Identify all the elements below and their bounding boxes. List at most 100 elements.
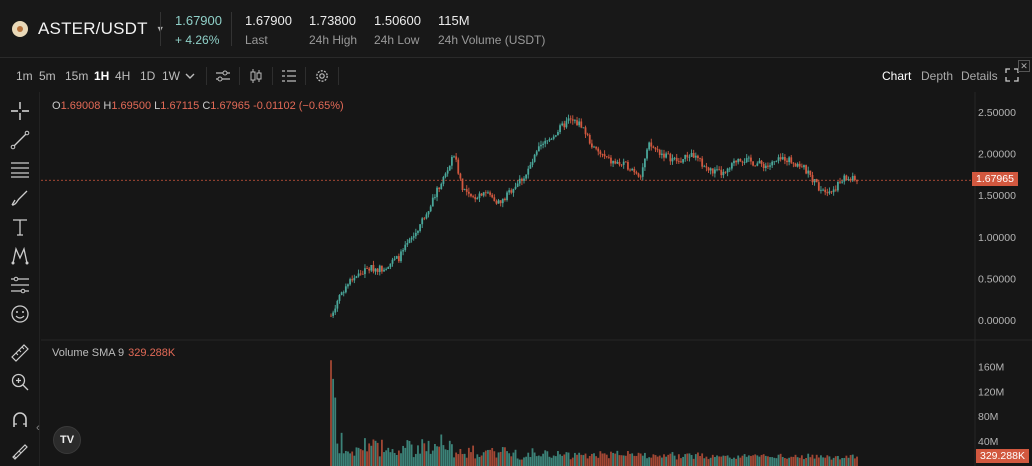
pattern-icon[interactable]	[10, 246, 30, 266]
magnet-icon[interactable]	[10, 410, 30, 430]
timeframe-4h[interactable]: 4H	[115, 69, 131, 83]
candle-body	[843, 175, 846, 182]
candle-body	[605, 156, 608, 158]
brush-icon[interactable]	[10, 188, 30, 208]
candle-body	[656, 149, 659, 151]
chart-area[interactable]: 2.50000 2.00000 1.50000 1.00000 0.50000 0.000…	[41, 92, 1032, 466]
candlestick-chart[interactable]: 2.50000 2.00000 1.50000 1.00000 0.50000 0.000…	[41, 92, 1032, 466]
volume-bar	[697, 452, 699, 466]
chart-toolbar: 1m 5m 15m 1H 4H 1D 1W Chart Depth Detail…	[0, 60, 1032, 92]
volume-label: 24h Volume (USDT)	[438, 33, 546, 47]
trendline-icon[interactable]	[10, 130, 30, 150]
close-value: 1.67965	[210, 100, 251, 112]
volume-bar	[593, 453, 595, 466]
volume-bar	[595, 456, 598, 466]
pair-selector[interactable]: ASTER/USDT ▼	[12, 12, 165, 46]
volume-bar	[794, 454, 797, 466]
volume-bar	[639, 453, 642, 466]
view-depth[interactable]: Depth	[921, 69, 954, 83]
measure-icon[interactable]	[10, 275, 30, 295]
candle-body	[798, 163, 801, 167]
close-icon[interactable]: ✕	[1018, 60, 1030, 72]
price-tick-label: 2.50000	[978, 107, 1016, 119]
timeframe-5m[interactable]: 5m	[39, 69, 56, 83]
volume-bar	[512, 452, 515, 466]
collapse-toolbar-icon[interactable]: ‹	[36, 422, 40, 434]
candle-body	[682, 159, 684, 163]
candle-body	[391, 259, 394, 264]
candle-body	[633, 168, 636, 173]
volume-bar	[518, 459, 521, 466]
timeframe-15m[interactable]: 15m	[65, 69, 89, 83]
zoom-in-icon[interactable]	[10, 372, 30, 392]
view-chart[interactable]: Chart	[882, 69, 912, 83]
volume-bar	[805, 457, 807, 466]
candle-body	[709, 168, 712, 171]
candle-body	[565, 120, 568, 128]
volume-bar	[680, 458, 682, 466]
compare-list-icon[interactable]	[281, 68, 297, 84]
volume-bar	[431, 450, 434, 466]
text-icon[interactable]	[10, 217, 30, 237]
volume-bar	[730, 458, 733, 466]
candle-body	[627, 162, 629, 170]
candle-body	[701, 158, 704, 167]
volume-bar	[605, 454, 608, 466]
candle-body	[499, 200, 502, 204]
tradingview-logo[interactable]: TV	[53, 426, 81, 454]
candle-body	[832, 189, 835, 193]
volume-bar	[677, 454, 680, 466]
candle-body	[618, 161, 621, 165]
volume-bar	[378, 456, 381, 466]
volume-bar	[427, 440, 430, 466]
candle-body	[807, 170, 810, 174]
volume-bar	[622, 455, 625, 466]
volume-bar	[800, 455, 803, 466]
volume-tick-label: 120M	[978, 386, 1004, 398]
settings-icon[interactable]	[314, 68, 330, 84]
volume-bar	[641, 455, 644, 466]
volume-bar	[684, 454, 687, 466]
volume-bar	[412, 457, 415, 466]
candle-body	[461, 178, 464, 190]
timeframe-1d[interactable]: 1D	[140, 69, 156, 83]
candle-body	[417, 230, 419, 233]
toolbar-divider	[206, 67, 207, 85]
candle-body	[593, 146, 595, 148]
crosshair-icon[interactable]	[10, 101, 30, 121]
candle-body	[641, 167, 644, 177]
volume-bar	[510, 456, 513, 466]
volume-bar	[338, 453, 341, 466]
candle-body	[448, 165, 451, 171]
candles-icon[interactable]	[248, 68, 264, 84]
timeframe-1w[interactable]: 1W	[162, 69, 180, 83]
candle-body	[351, 279, 354, 281]
indicators-icon[interactable]	[215, 68, 231, 84]
volume-bar	[520, 459, 523, 466]
volume-sma-label: Volume SMA 9	[52, 347, 125, 359]
chevron-down-icon[interactable]	[183, 69, 199, 85]
lock-draw-icon[interactable]	[10, 440, 30, 460]
volume-bar	[601, 453, 604, 466]
emoji-icon[interactable]	[10, 304, 30, 324]
volume-bar	[779, 453, 782, 466]
volume-bar	[474, 458, 477, 466]
candle-body	[845, 175, 848, 181]
timeframe-1m[interactable]: 1m	[16, 69, 33, 83]
fib-lines-icon[interactable]	[10, 159, 30, 179]
volume-bar	[332, 378, 335, 466]
volume-bar	[478, 457, 481, 466]
volume-bar	[633, 455, 636, 466]
volume-bar	[436, 446, 438, 466]
candle-body	[506, 192, 508, 201]
volume-bar	[516, 458, 519, 466]
candle-body	[622, 161, 625, 165]
timeframe-1h[interactable]: 1H	[94, 69, 110, 83]
volume-bar	[675, 459, 678, 466]
candle-body	[476, 198, 479, 200]
ruler-icon[interactable]	[10, 343, 30, 363]
view-details[interactable]: Details	[961, 69, 998, 83]
volume-bar	[381, 439, 383, 466]
candle-body	[711, 168, 714, 174]
candle-body	[527, 168, 530, 175]
